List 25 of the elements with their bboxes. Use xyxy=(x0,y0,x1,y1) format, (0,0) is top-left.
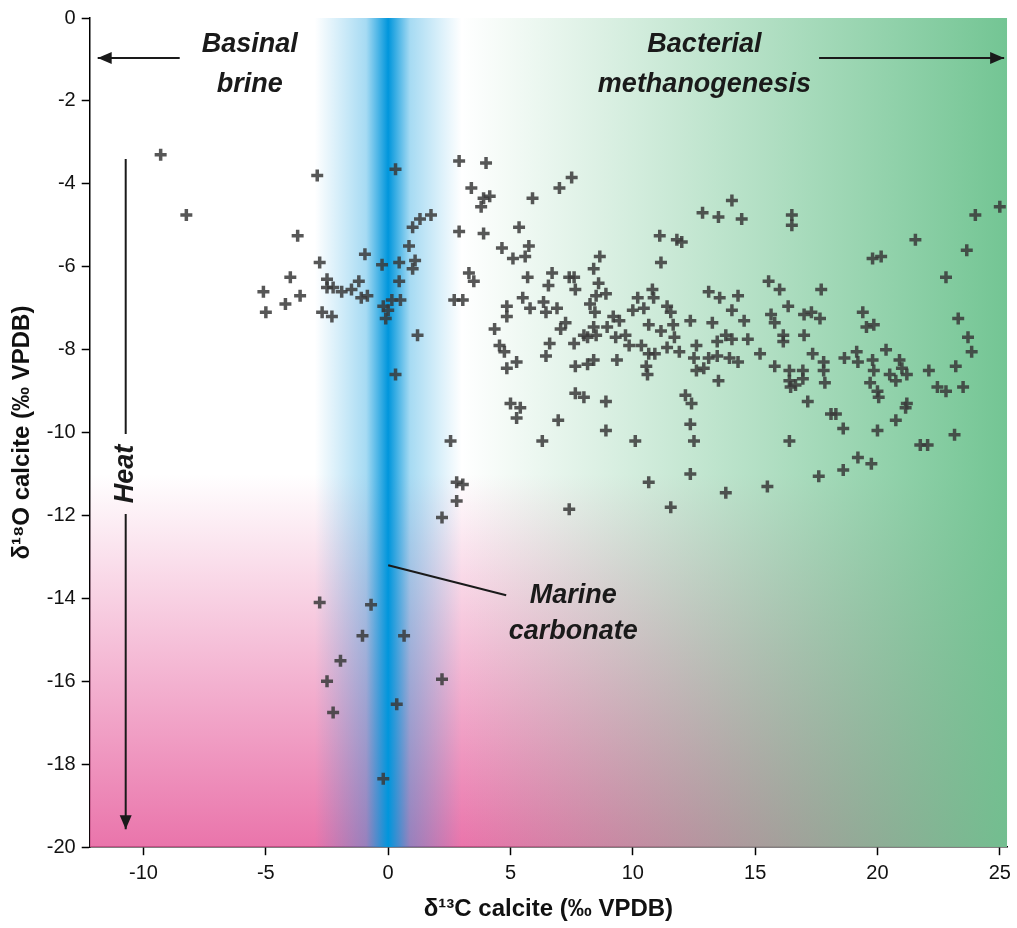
y-tick-label: -2 xyxy=(57,88,76,111)
y-tick-label: -8 xyxy=(57,337,76,360)
annotation: Basinal brine xyxy=(201,28,299,99)
y-tick-label: -14 xyxy=(46,585,76,608)
x-tick-label: 15 xyxy=(744,860,767,883)
x-tick-label: 10 xyxy=(621,860,644,883)
band-label: Marine carbonate xyxy=(508,578,638,645)
band-label: Heat xyxy=(109,443,140,504)
x-tick-label: -10 xyxy=(129,860,158,883)
x-tick-label: 25 xyxy=(988,860,1011,883)
y-tick-label: -10 xyxy=(46,420,76,443)
x-tick-label: 5 xyxy=(504,860,517,883)
y-tick-label: -6 xyxy=(57,254,76,277)
y-axis-title: δ¹⁸O calcite (‰ VPDB) xyxy=(7,305,35,560)
y-tick-label: -20 xyxy=(46,834,76,857)
x-tick-label: -5 xyxy=(256,860,275,883)
x-tick-label: 20 xyxy=(866,860,889,883)
y-tick-label: -4 xyxy=(57,171,76,194)
y-tick-label: -12 xyxy=(46,503,76,526)
y-tick-label: -16 xyxy=(46,668,76,691)
band-label: Bacterial methanogenesis xyxy=(597,28,811,99)
y-tick-label: -18 xyxy=(46,751,76,774)
x-tick-label: 0 xyxy=(382,860,394,883)
y-tick-label: 0 xyxy=(64,5,76,28)
x-axis-title: δ¹³C calcite (‰ VPDB) xyxy=(423,894,674,922)
